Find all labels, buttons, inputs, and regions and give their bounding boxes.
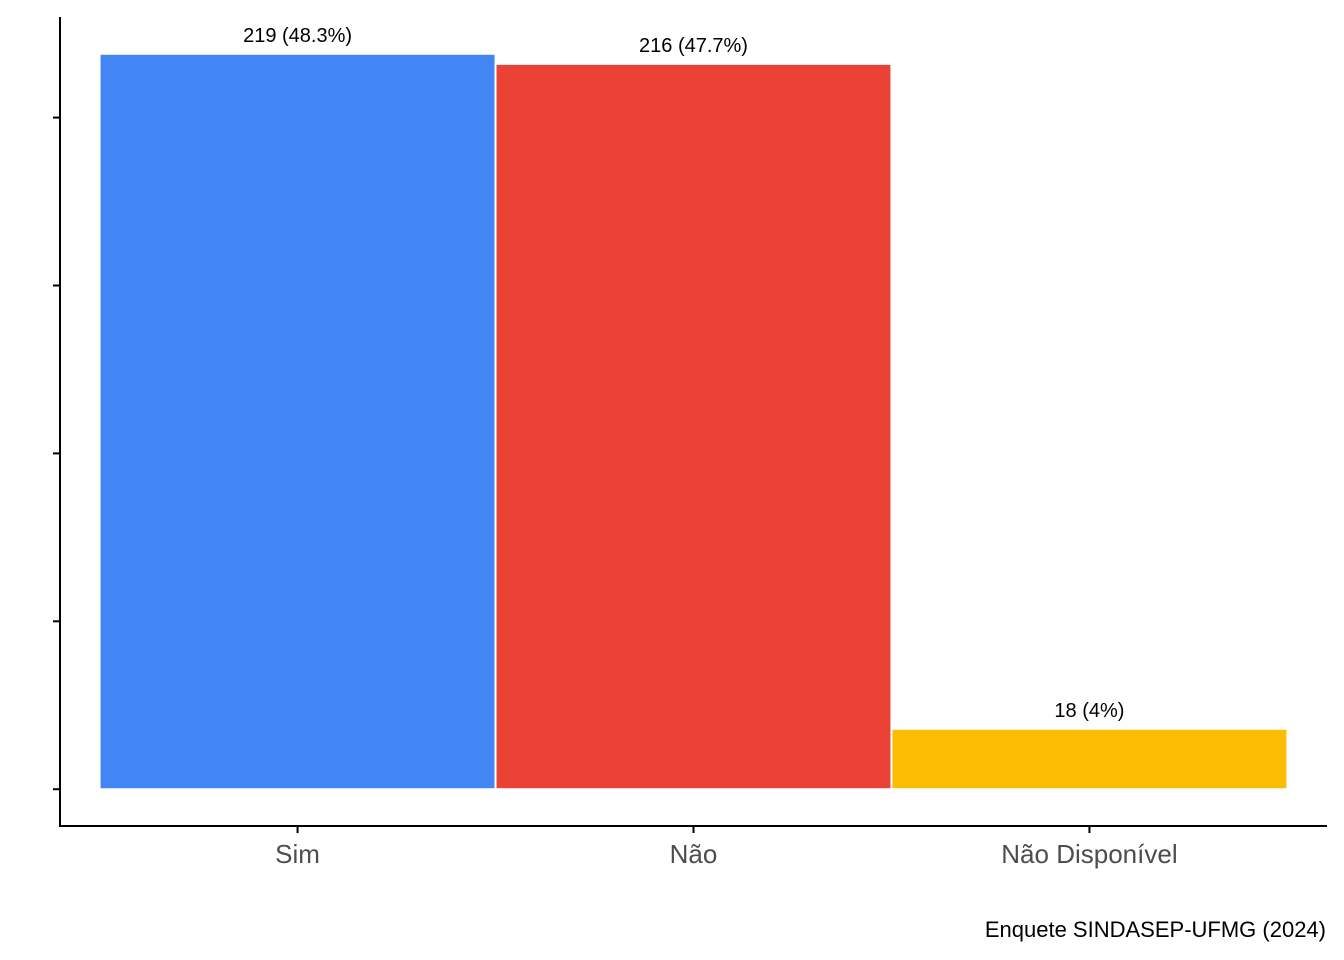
- caption: Enquete SINDASEP-UFMG (2024): [985, 917, 1326, 942]
- value-label: 18 (4%): [1054, 700, 1124, 722]
- x-tick-label: Sim: [275, 839, 320, 869]
- value-label: 219 (48.3%): [243, 25, 352, 47]
- x-tick-label: Não: [670, 839, 718, 869]
- x-tick-label: Não Disponível: [1001, 839, 1177, 869]
- value-label: 216 (47.7%): [639, 35, 748, 57]
- bar: [890, 727, 1289, 791]
- bar: [98, 52, 497, 791]
- bar: [494, 62, 893, 791]
